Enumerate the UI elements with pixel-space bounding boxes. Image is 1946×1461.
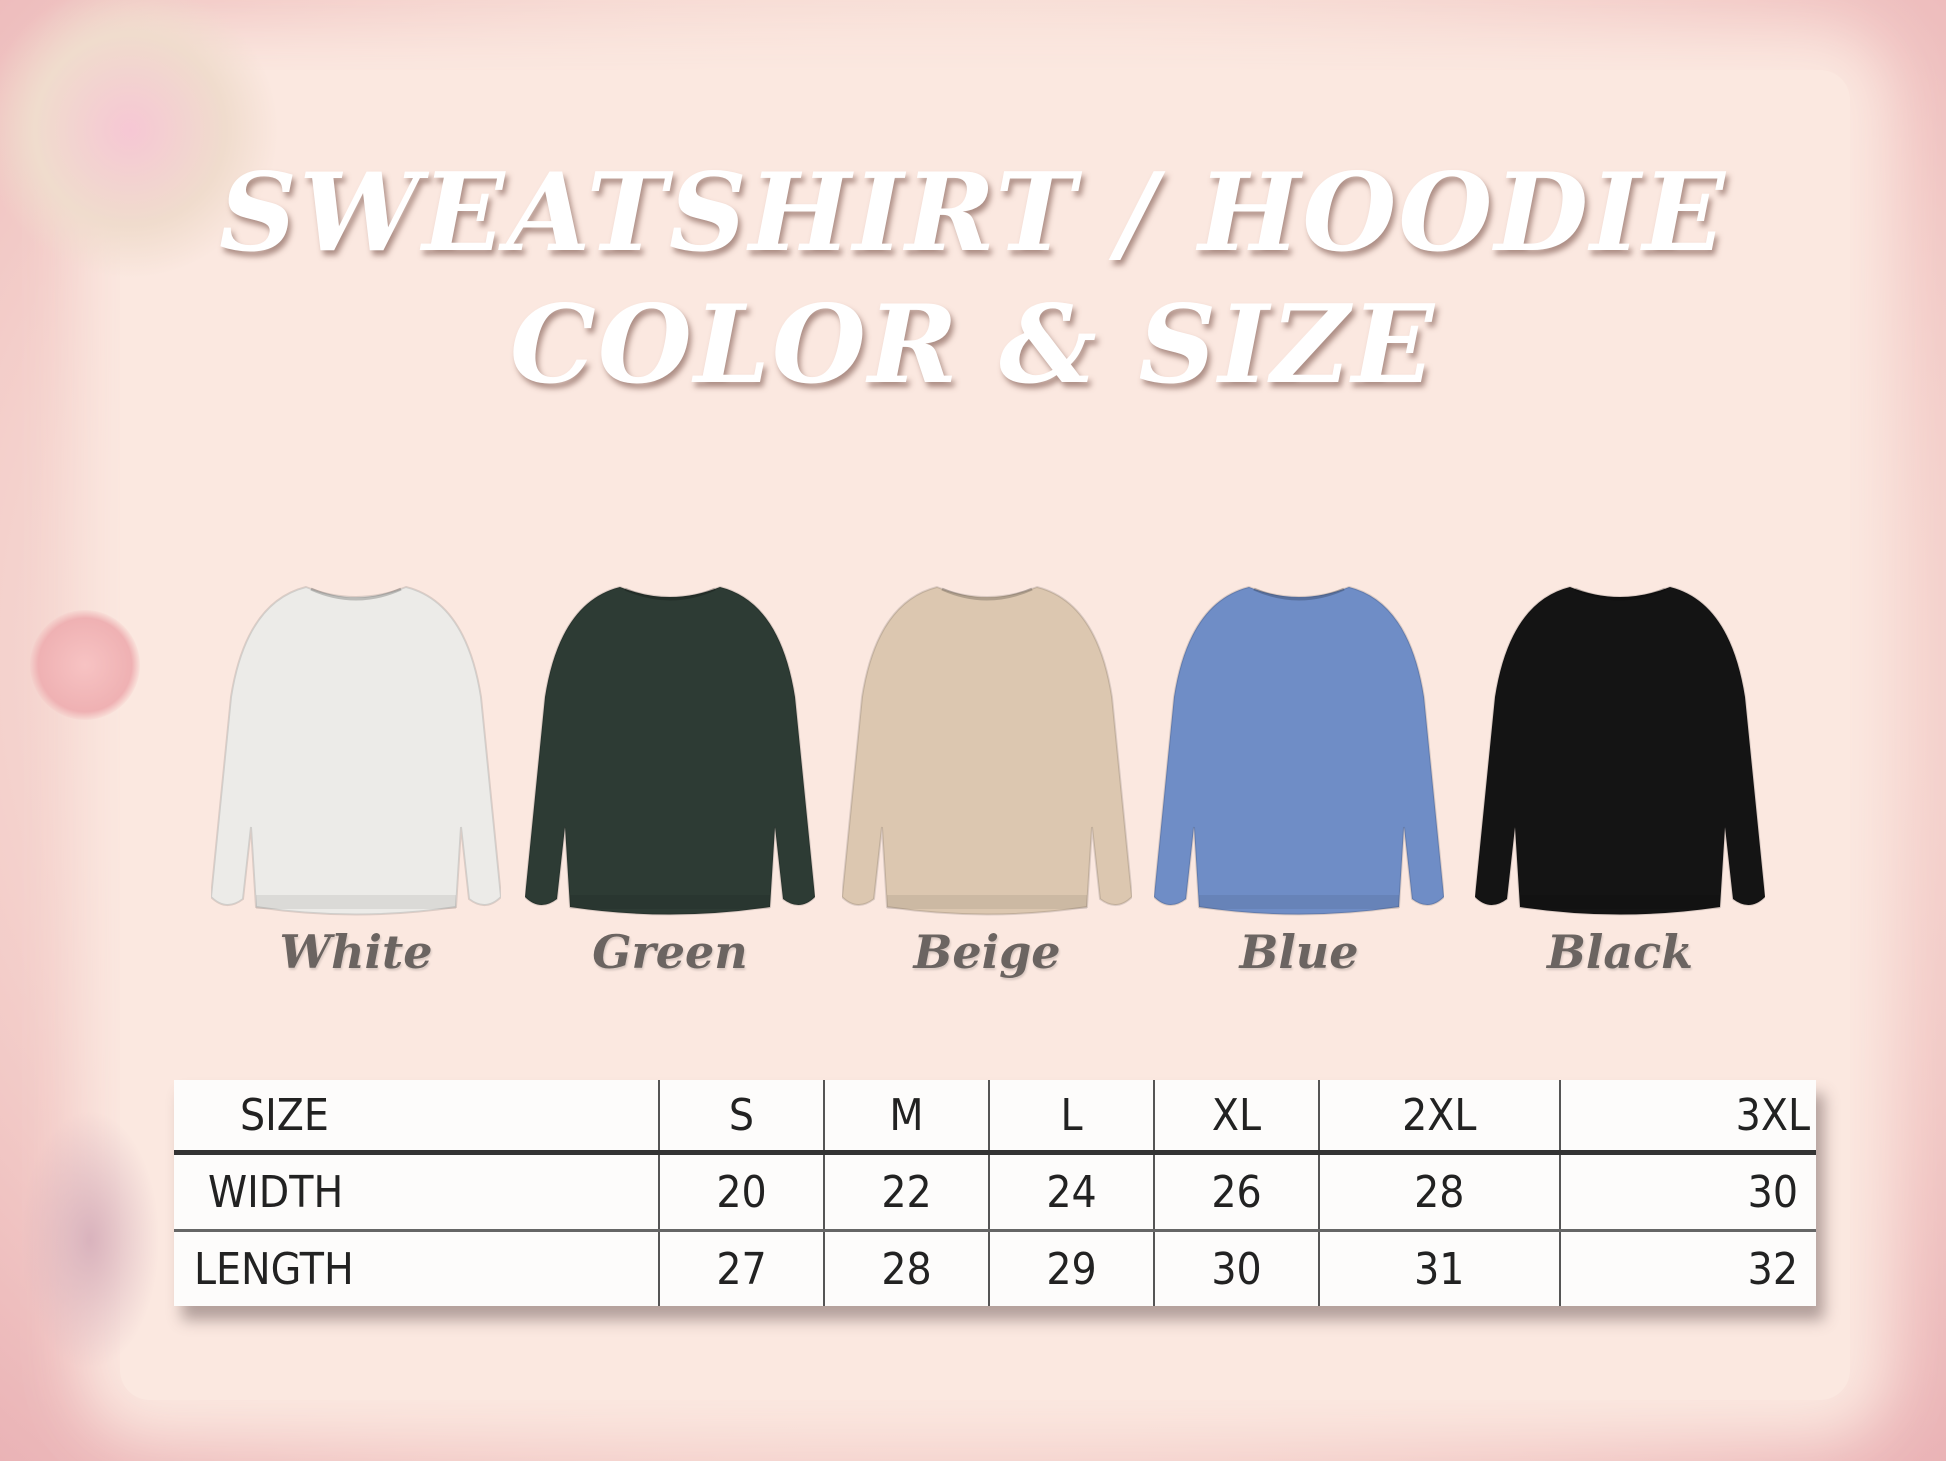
table-cell: 27 [658,1230,824,1306]
header-cell: SIZE [174,1080,659,1155]
table-cell: 28 [823,1230,989,1306]
table-cell: 20 [658,1152,824,1232]
table-cell: 29 [988,1230,1154,1306]
table-cell: 31 [1318,1230,1560,1306]
table-cell: 30 [1558,1152,1816,1232]
table-cell: 22 [823,1152,989,1232]
row-label: WIDTH [174,1152,659,1232]
leaf-decoration [20,1110,160,1370]
color-label: Green [592,925,748,979]
color-label: Blue [1239,925,1359,979]
button-decoration [30,610,140,720]
table-header-row: SIZE S M L XL 2XL 3XL [174,1080,1816,1155]
sweater-blue [1152,577,1446,927]
table-cell: 30 [1153,1230,1319,1306]
header-cell: XL [1153,1080,1319,1155]
color-label: White [279,925,433,979]
color-label: Beige [913,925,1061,979]
header-cell: M [823,1080,989,1155]
flower-decoration [0,0,280,280]
size-table: SIZE S M L XL 2XL 3XL WIDTH 20 22 24 26 … [174,1080,1816,1306]
table-row-length: LENGTH 27 28 29 30 31 32 [174,1230,1816,1306]
header-cell: 3XL [1558,1080,1816,1155]
sweater-green [523,577,817,927]
table-cell: 24 [988,1152,1154,1232]
color-label: Black [1546,925,1694,979]
sweater-black [1473,577,1767,927]
sweater-beige [840,577,1134,927]
title-line-1: SWEATSHIRT / HOODIE [219,150,1727,276]
sweater-white [209,577,503,927]
header-cell: L [988,1080,1154,1155]
row-label: LENGTH [194,1243,354,1295]
table-cell: 26 [1153,1152,1319,1232]
title-line-2: COLOR & SIZE [509,282,1437,408]
header-cell: 2XL [1318,1080,1560,1155]
table-row-width: WIDTH 20 22 24 26 28 30 [174,1152,1816,1232]
header-cell: S [658,1080,824,1155]
table-cell: 32 [1558,1230,1816,1306]
table-cell: 28 [1318,1152,1560,1232]
